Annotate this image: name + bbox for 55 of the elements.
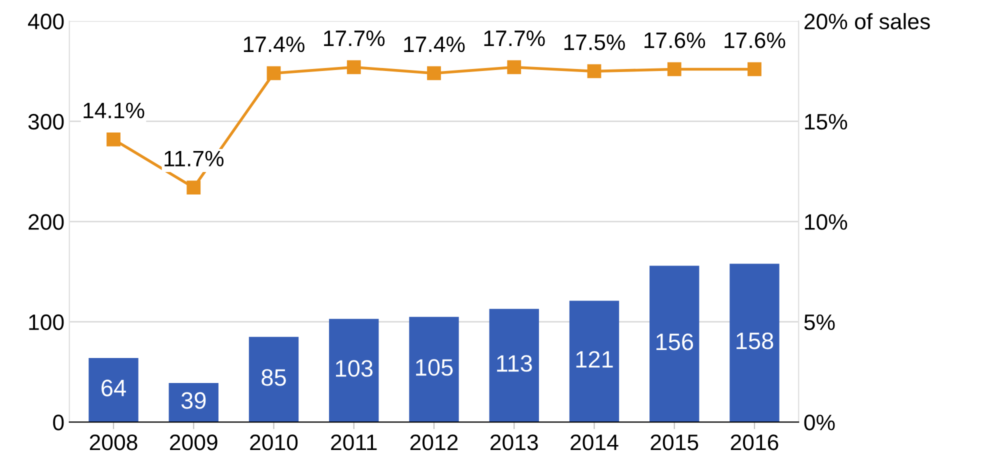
data-label: 113 bbox=[497, 355, 532, 372]
data-label: 17.7% bbox=[484, 30, 545, 46]
point bbox=[667, 62, 682, 76]
bar bbox=[329, 318, 379, 422]
data-label: 14.1% bbox=[84, 102, 144, 118]
y2-tick-label: 10% bbox=[805, 214, 848, 230]
x-tick-label: 2011 bbox=[331, 434, 377, 450]
bar bbox=[168, 383, 218, 422]
y2-tick-label: 20% of sales bbox=[804, 13, 930, 30]
point bbox=[427, 66, 441, 80]
x-tick-label: 2012 bbox=[410, 434, 458, 450]
x-tick-label: 2010 bbox=[250, 434, 298, 450]
data-label: 156 bbox=[656, 334, 694, 350]
point bbox=[266, 66, 281, 80]
y-tick-label: 200 bbox=[28, 214, 64, 230]
y-tick-label: 400 bbox=[28, 14, 64, 30]
bar bbox=[248, 336, 299, 422]
point bbox=[106, 132, 120, 146]
data-label: 64 bbox=[102, 380, 126, 396]
data-label: 85 bbox=[262, 369, 286, 386]
data-label: 17.6% bbox=[644, 32, 706, 48]
point bbox=[587, 64, 602, 78]
y-tick-label: 100 bbox=[29, 314, 64, 330]
y-tick-label: 300 bbox=[28, 114, 64, 130]
data-label: 11.7% bbox=[164, 150, 224, 166]
bar bbox=[569, 300, 620, 422]
y2-tick-label: 15% bbox=[805, 114, 848, 130]
data-label: 17.6% bbox=[724, 32, 786, 48]
point bbox=[507, 60, 522, 74]
x-tick-label: 2015 bbox=[650, 434, 698, 450]
x-tick-label: 2008 bbox=[90, 434, 138, 450]
x-tick-label: 2013 bbox=[490, 434, 538, 450]
bar bbox=[489, 308, 539, 422]
bar bbox=[88, 358, 138, 422]
data-label: 17.5% bbox=[564, 34, 625, 50]
data-label: 103 bbox=[336, 360, 373, 377]
data-label: 17.7% bbox=[324, 30, 385, 46]
data-label: 39 bbox=[181, 392, 206, 409]
x-tick-label: 2014 bbox=[570, 434, 618, 450]
data-label: 105 bbox=[416, 359, 453, 376]
y2-tick-label: 5% bbox=[804, 314, 835, 330]
x-tick-label: 2009 bbox=[170, 434, 218, 450]
data-label: 17.4% bbox=[404, 36, 465, 52]
bar bbox=[409, 316, 459, 422]
point bbox=[186, 180, 201, 194]
point bbox=[748, 62, 762, 76]
data-label: 121 bbox=[576, 351, 613, 368]
bar bbox=[730, 264, 780, 422]
y-tick-label: 0 bbox=[53, 414, 64, 430]
data-label: 158 bbox=[736, 332, 774, 350]
bar bbox=[650, 266, 700, 422]
point bbox=[346, 60, 361, 74]
y2-tick-label: 0% bbox=[804, 414, 835, 430]
data-label: 17.4% bbox=[244, 36, 304, 52]
x-tick-label: 2016 bbox=[730, 434, 778, 450]
